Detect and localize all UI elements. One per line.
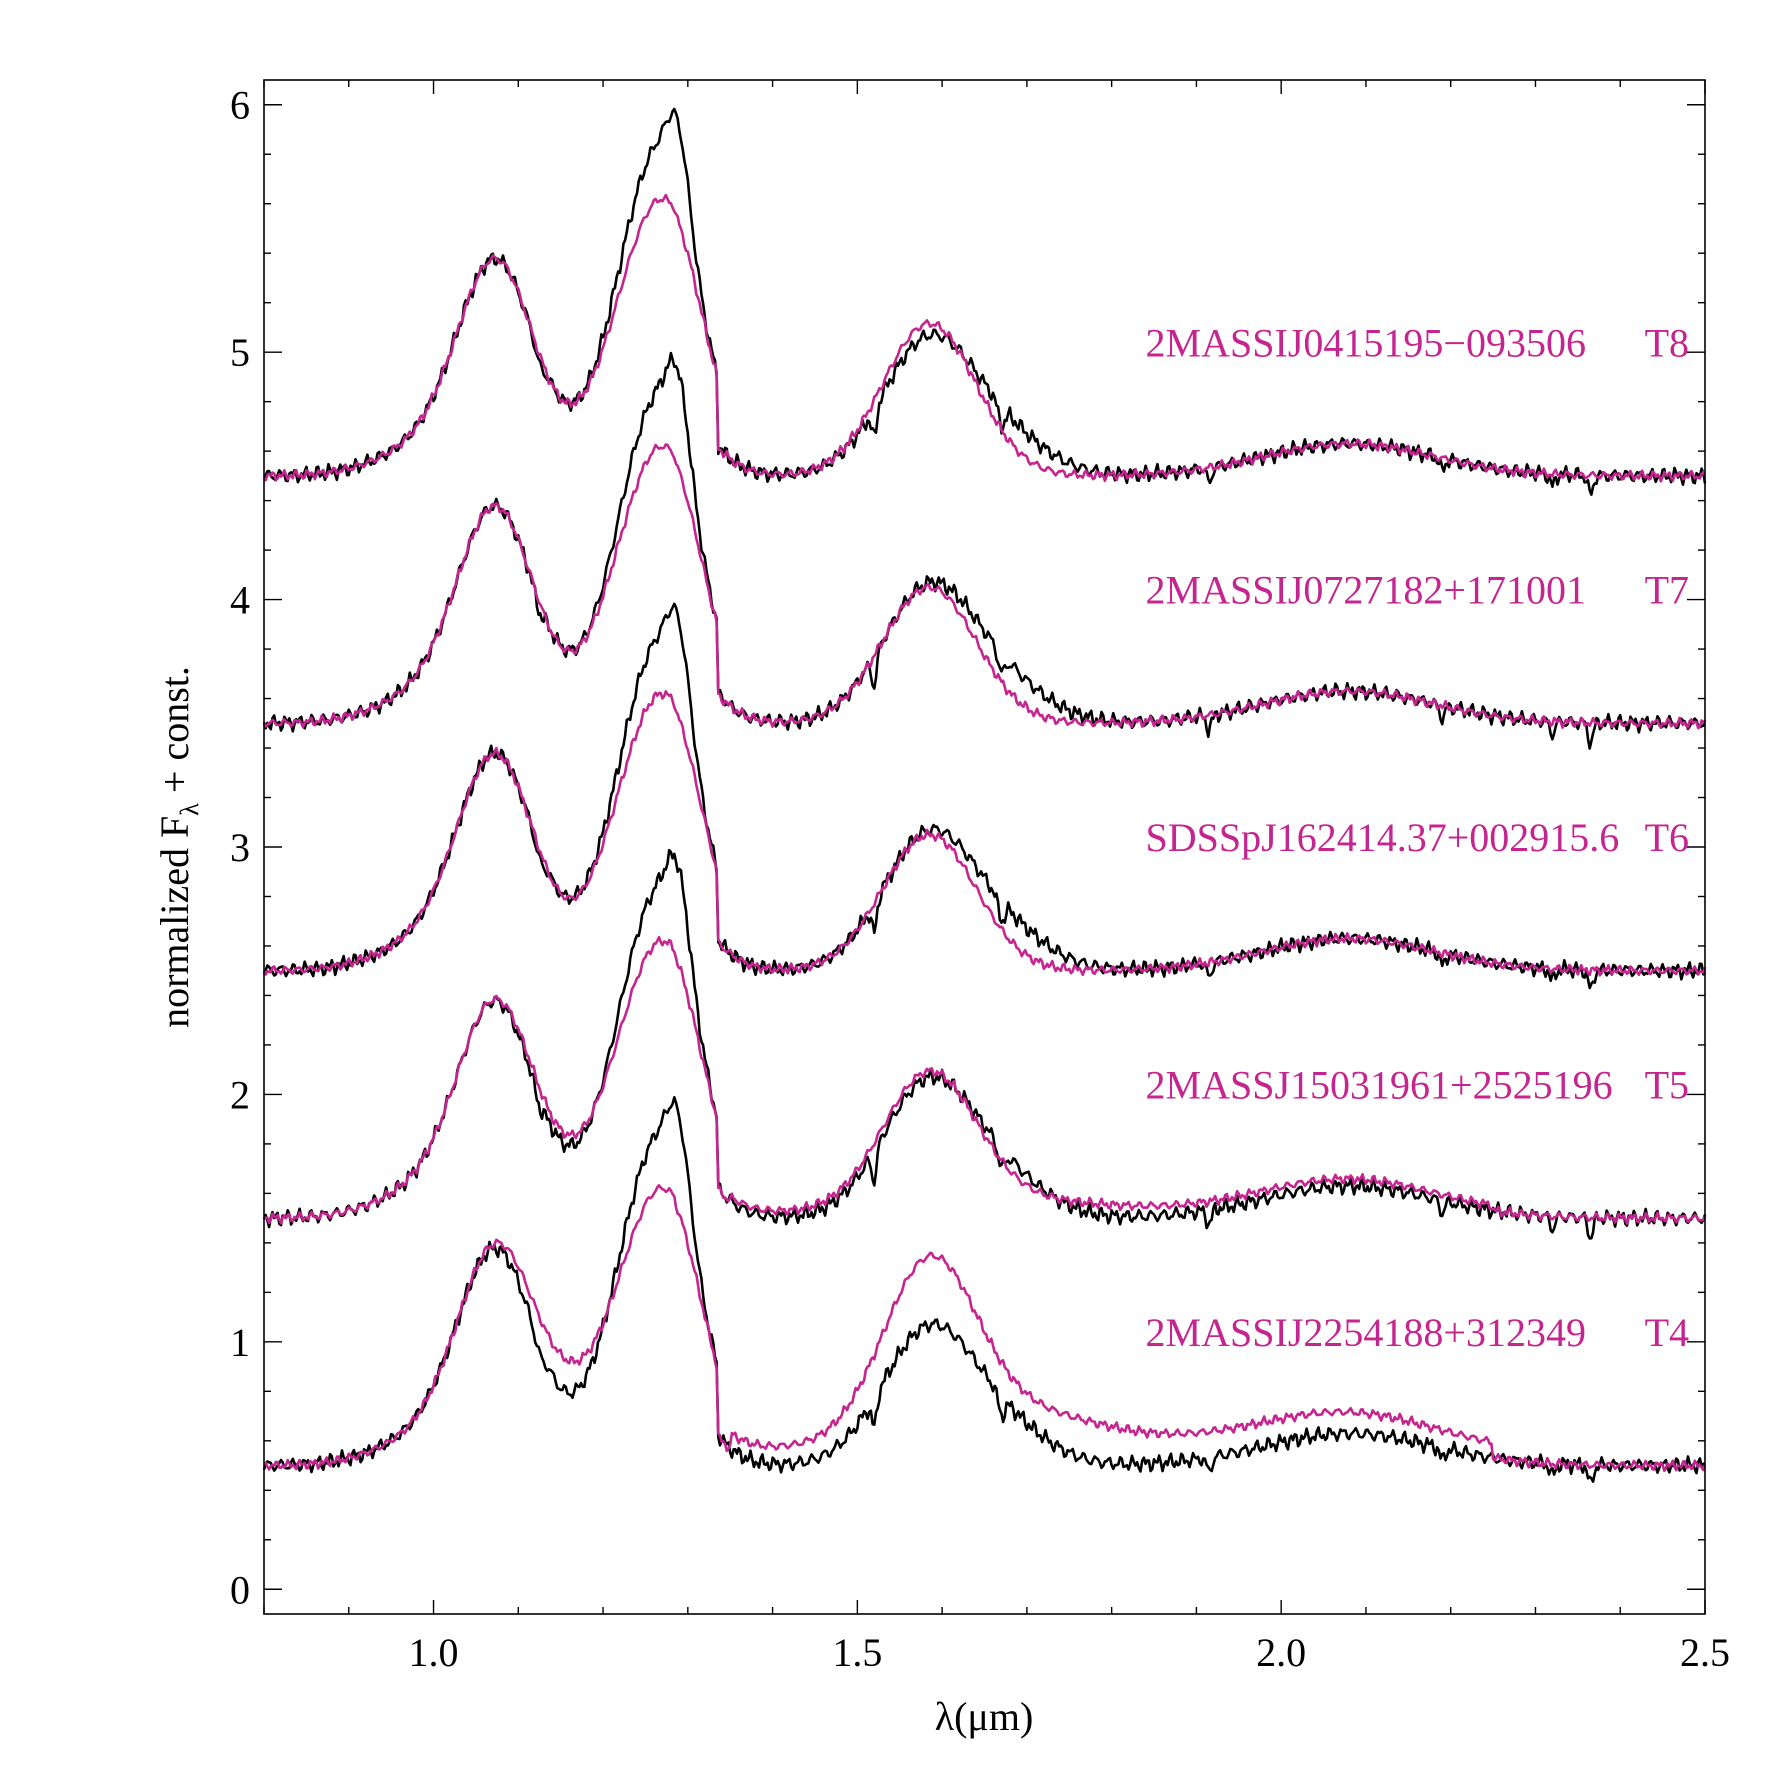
- spectral-type-label: T8: [1645, 320, 1689, 365]
- series-layer: [262, 107, 1707, 1483]
- x-tick-label: 1.5: [832, 1630, 882, 1675]
- y-tick-label: 6: [230, 83, 250, 128]
- model-spectrum-line: [263, 1184, 1707, 1473]
- y-axis-label-main: normalized F: [152, 816, 197, 1028]
- model-spectrum-line: [263, 935, 1707, 1225]
- spectral-type-label: T7: [1645, 568, 1689, 613]
- y-tick-label: 5: [230, 330, 250, 375]
- x-tick-label: 2.0: [1256, 1630, 1306, 1675]
- y-tick-label: 0: [230, 1567, 250, 1612]
- y-tick-label: 3: [230, 825, 250, 870]
- spectrum-name-label: 2MASSIJ0727182+171001: [1146, 568, 1586, 613]
- observed-spectrum-line: [262, 602, 1706, 990]
- spectral-type-label: T5: [1645, 1063, 1689, 1108]
- y-tick-label: 4: [230, 578, 250, 623]
- y-tick-label: 2: [230, 1072, 250, 1117]
- model-spectrum-line: [263, 193, 1707, 483]
- y-tick-label: 1: [230, 1320, 250, 1365]
- y-axis-label-sub: λ: [175, 803, 204, 816]
- spectrum-name-label: 2MASSIJ0415195−093506: [1146, 320, 1586, 365]
- observed-spectrum-line: [262, 1096, 1706, 1483]
- y-axis-label-rest: + const.: [152, 666, 197, 803]
- y-axis-label-group: normalized Fλ + const.: [152, 666, 204, 1028]
- x-tick-label: 1.0: [409, 1630, 459, 1675]
- x-axis-label: λ(μm): [935, 1694, 1034, 1739]
- spectrum-name-label: SDSSpJ162414.37+002915.6: [1146, 815, 1620, 860]
- observed-spectrum-line: [262, 848, 1707, 1240]
- model-spectrum-line: [262, 690, 1707, 977]
- model-spectrum-line: [262, 443, 1706, 730]
- spectrum-name-label: 2MASSIJ2254188+312349: [1146, 1310, 1586, 1355]
- observed-spectrum-line: [262, 107, 1707, 496]
- label-layer: 1.0 1.5 2.0 2.5 0 1 2 3 4 5 6 2MASSIJ0415195−093506…: [230, 83, 1730, 1675]
- x-tick-label: 2.5: [1680, 1630, 1730, 1675]
- tick-layer: [263, 80, 1706, 1614]
- spectral-type-label: T6: [1645, 815, 1689, 860]
- observed-spectrum-line: [262, 351, 1707, 750]
- spectral-type-label: T4: [1645, 1310, 1689, 1355]
- y-axis-label: normalized Fλ + const.: [152, 666, 204, 1028]
- spectrum-name-label: 2MASSJ15031961+2525196: [1146, 1063, 1613, 1108]
